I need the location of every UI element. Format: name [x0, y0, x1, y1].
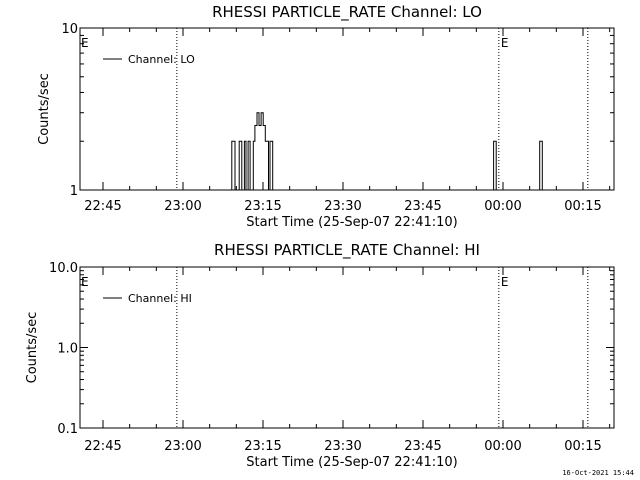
panel-hi-event-label-left: E	[81, 275, 89, 289]
panel-lo-x-tick-label: 23:45	[404, 199, 441, 214]
panel-hi-x-tick-label: 22:45	[84, 439, 121, 454]
panel-lo-x-tick-label: 23:15	[244, 199, 281, 214]
panel-hi-x-tick-label: 23:00	[164, 439, 201, 454]
panel-lo-legend-label: Channel: LO	[128, 53, 195, 66]
panel-hi-x-tick-label: 23:45	[404, 439, 441, 454]
panel-lo-x-tick-label: 00:00	[484, 199, 521, 214]
panel-hi-title: RHESSI PARTICLE_RATE Channel: HI	[214, 241, 480, 260]
panel-hi-legend-label: Channel: HI	[128, 292, 192, 305]
panel-hi-y-axis-label: Counts/sec	[25, 312, 40, 384]
panel-lo-x-axis-label: Start Time (25-Sep-07 22:41:10)	[246, 215, 457, 230]
panel-lo-series-line	[231, 112, 545, 191]
panel-hi-y-tick-label: 0.1	[57, 422, 78, 437]
panel-hi-x-tick-label: 00:15	[564, 439, 601, 454]
panel-lo-event-label-left: E	[81, 36, 89, 50]
footer-timestamp: 16-Oct-2021 15:44	[562, 469, 634, 477]
panel-lo-event-label: E	[501, 36, 509, 50]
panel-lo-x-tick-label: 22:45	[84, 199, 121, 214]
panel-lo-x-tick-label: 00:15	[564, 199, 601, 214]
panel-lo-title: RHESSI PARTICLE_RATE Channel: LO	[212, 3, 482, 22]
panel-hi-y-tick-label: 10.0	[49, 261, 78, 276]
panel-hi-x-tick-label: 00:00	[484, 439, 521, 454]
panel-lo-x-tick-label: 23:00	[164, 199, 201, 214]
panel-hi-x-tick-label: 23:30	[324, 439, 361, 454]
panel-hi-event-label: E	[501, 275, 509, 289]
panel-lo-y-tick-label: 10	[61, 22, 78, 37]
panel-lo-y-axis-label: Counts/sec	[37, 73, 52, 145]
panel-hi-x-tick-label: 23:15	[244, 439, 281, 454]
panel-lo-y-tick-label: 1	[70, 184, 78, 199]
panel-hi-x-axis-label: Start Time (25-Sep-07 22:41:10)	[246, 455, 457, 470]
panel-hi-y-tick-label: 1.0	[57, 342, 78, 357]
panel-lo-x-tick-label: 23:30	[324, 199, 361, 214]
